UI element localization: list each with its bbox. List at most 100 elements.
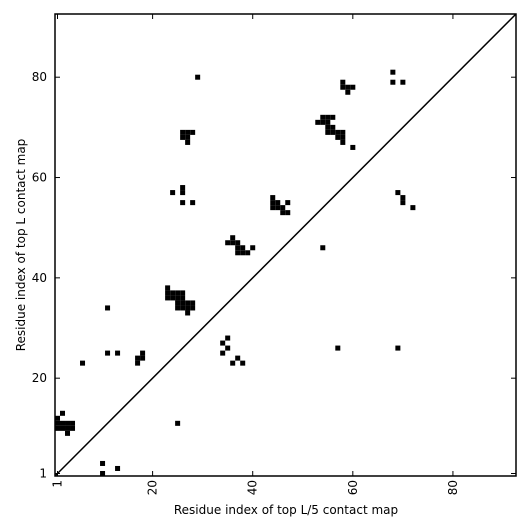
- contact-point: [330, 114, 336, 120]
- contact-point: [190, 300, 196, 306]
- contact-point: [180, 300, 186, 306]
- contact-point: [55, 415, 61, 421]
- contact-point: [325, 119, 331, 125]
- contact-point: [230, 235, 236, 241]
- contact-point: [335, 345, 341, 351]
- contact-point: [185, 134, 191, 140]
- contact-point: [340, 129, 346, 135]
- x-tick-label: 60: [346, 480, 360, 495]
- contact-point: [270, 200, 276, 206]
- contact-point: [340, 84, 346, 90]
- contact-point: [235, 355, 241, 361]
- x-tick-label: 20: [146, 480, 160, 495]
- contact-point: [325, 129, 331, 135]
- contact-point: [240, 360, 246, 366]
- contact-point: [105, 350, 111, 356]
- contact-point: [60, 410, 66, 416]
- contact-point: [70, 420, 76, 426]
- contact-point: [235, 240, 241, 246]
- y-tick-label: 80: [32, 70, 47, 84]
- x-tick-label: 80: [446, 480, 460, 495]
- contact-point: [315, 119, 321, 125]
- contact-point: [180, 185, 186, 191]
- contact-point: [235, 250, 241, 256]
- plot-frame: [54, 13, 517, 477]
- contact-point: [340, 134, 346, 140]
- contact-point: [180, 200, 186, 206]
- contact-point: [65, 430, 71, 436]
- contact-point: [165, 290, 171, 296]
- contact-point: [345, 84, 351, 90]
- contact-point: [190, 305, 196, 311]
- contact-point: [270, 195, 276, 201]
- contact-point: [225, 240, 231, 246]
- contact-point: [390, 79, 396, 85]
- contact-point: [140, 355, 146, 361]
- contact-point: [400, 200, 406, 206]
- contact-point: [55, 420, 61, 426]
- contact-point: [135, 360, 141, 366]
- contact-point: [165, 295, 171, 301]
- contact-point: [320, 114, 326, 120]
- x-axis-label: Residue index of top L/5 contact map: [174, 503, 398, 517]
- contact-point: [345, 89, 351, 95]
- contact-point: [245, 250, 251, 256]
- contact-point: [275, 200, 281, 206]
- contact-point: [225, 345, 231, 351]
- contact-point: [65, 425, 71, 431]
- contact-point: [230, 240, 236, 246]
- contact-point: [185, 300, 191, 306]
- contact-point: [185, 139, 191, 145]
- contact-point: [170, 295, 176, 301]
- contact-point: [395, 190, 401, 196]
- contact-point: [275, 205, 281, 211]
- contact-point: [180, 295, 186, 301]
- contact-point: [270, 205, 276, 211]
- contact-point: [180, 305, 186, 311]
- contact-point: [350, 84, 356, 90]
- contact-point: [330, 129, 336, 135]
- contact-point: [70, 425, 76, 431]
- contact-point: [175, 290, 181, 296]
- contact-point: [175, 420, 181, 426]
- contact-point: [340, 139, 346, 145]
- contact-point: [140, 350, 146, 356]
- contact-point: [180, 190, 186, 196]
- y-tick-label: 1: [39, 466, 47, 480]
- contact-point: [135, 355, 141, 361]
- contact-point: [240, 245, 246, 251]
- contact-point: [280, 205, 286, 211]
- contact-point: [180, 129, 186, 135]
- contact-point: [105, 305, 111, 311]
- contact-point: [60, 420, 66, 426]
- contact-point: [180, 290, 186, 296]
- contact-point: [115, 465, 121, 471]
- diagonal-line: [54, 13, 517, 477]
- contact-point: [280, 210, 286, 216]
- contact-point: [165, 285, 171, 291]
- contact-point: [185, 310, 191, 316]
- contact-point: [100, 460, 106, 466]
- contact-point: [65, 420, 71, 426]
- contact-point: [320, 245, 326, 251]
- contact-point: [115, 350, 121, 356]
- contact-point: [180, 134, 186, 140]
- contact-point: [325, 114, 331, 120]
- contact-point: [325, 124, 331, 130]
- contact-point: [240, 250, 246, 256]
- contact-point: [395, 345, 401, 351]
- contact-point: [175, 295, 181, 301]
- y-axis-label: Residue index of top L contact map: [14, 139, 28, 352]
- contact-point: [320, 119, 326, 125]
- contact-point: [170, 290, 176, 296]
- contact-point: [185, 305, 191, 311]
- contact-point: [400, 79, 406, 85]
- y-tick-label: 20: [32, 371, 47, 385]
- contact-point: [230, 360, 236, 366]
- contact-point: [80, 360, 86, 366]
- x-tick-label: 1: [51, 480, 65, 488]
- y-tick-label: 40: [32, 271, 47, 285]
- contact-point: [285, 200, 291, 206]
- contact-point: [390, 69, 396, 75]
